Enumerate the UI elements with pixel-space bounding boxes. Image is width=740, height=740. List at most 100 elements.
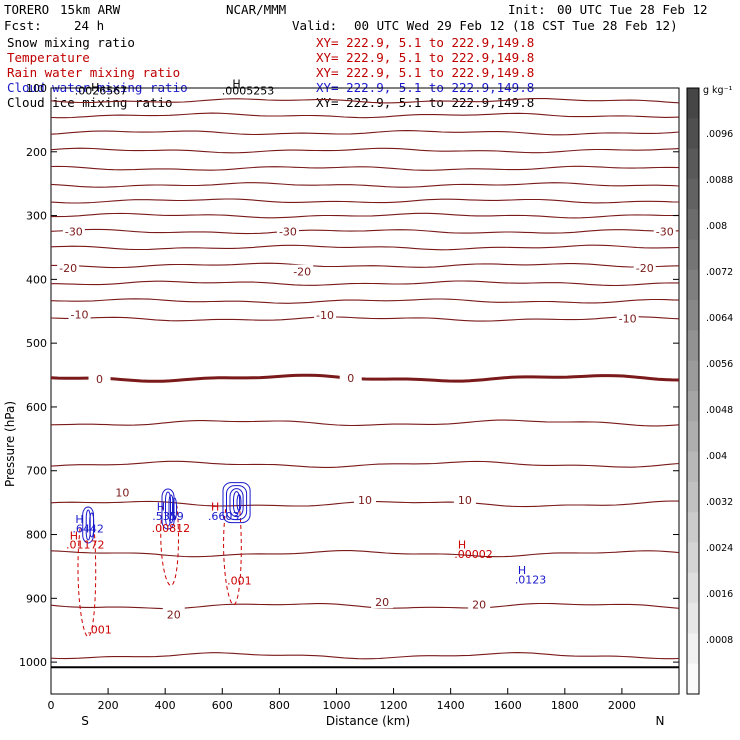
extremum-label: H <box>232 77 240 90</box>
isotherm-label-bg <box>339 371 362 385</box>
isotherm--5 <box>50 316 680 322</box>
x-tick-label: 0 <box>48 699 55 712</box>
rain-plume <box>160 505 179 587</box>
isotherm-label-bg <box>62 224 85 238</box>
colorbar-band <box>687 572 699 604</box>
colorbar-tick-label: .0024 <box>706 543 733 554</box>
y-axis-label: Pressure (hPa) <box>3 401 17 487</box>
field-xy-temperature: XY= 222.9, 5.1 to 222.9,149.8 <box>316 50 534 65</box>
y-tick-label: 600 <box>26 401 47 414</box>
colorbar-unit: g kg⁻¹ <box>703 85 733 96</box>
x-tick-label: 1200 <box>380 699 408 712</box>
cloud-water-contours <box>82 482 251 544</box>
colorbar-band <box>687 421 699 453</box>
extremum-label: .00002 <box>454 548 493 561</box>
x-tick-label: 600 <box>212 699 233 712</box>
isotherm-label-bg <box>453 493 476 507</box>
x-tick-label: 400 <box>155 699 176 712</box>
endpoint-north: N <box>656 714 665 728</box>
model-source: NCAR/MMM <box>226 2 286 17</box>
colorbar-band <box>687 330 699 362</box>
isotherm--25 <box>50 244 680 251</box>
isotherm--55 <box>50 147 680 154</box>
header: TORERO 15km ARW NCAR/MMM Init: 00 UTC Tu… <box>4 2 708 110</box>
extremum-label: .0026567 <box>75 84 128 97</box>
colorbar-tick-label: .0016 <box>706 589 733 600</box>
isotherm-30 <box>50 652 680 660</box>
isotherm-label: -20 <box>59 262 77 275</box>
isotherm-label-bg <box>371 595 394 609</box>
fcst-value: 24 h <box>74 18 104 33</box>
extremum-label: H <box>211 500 219 513</box>
field-xy-rain: XY= 222.9, 5.1 to 222.9,149.8 <box>316 65 534 80</box>
y-tick-label: 400 <box>26 273 47 286</box>
colorbar-tick-label: .0056 <box>706 359 733 370</box>
colorbar-band <box>687 269 699 301</box>
colorbar-tick-label: .004 <box>706 451 727 462</box>
extremum-label: .6603 <box>208 510 240 523</box>
x-tick-label: 2000 <box>608 699 636 712</box>
extremum-label: .0123 <box>515 574 547 587</box>
colorbar-band <box>687 360 699 392</box>
x-tick-label: 1800 <box>551 699 579 712</box>
extremum-label: .00812 <box>152 522 191 535</box>
colorbar-band <box>687 178 699 210</box>
endpoint-south: S <box>81 714 89 728</box>
isotherm-label-bg <box>633 260 656 274</box>
colorbar-band <box>687 603 699 634</box>
isotherm-label: 20 <box>167 608 181 621</box>
isotherm-label: -10 <box>316 309 334 322</box>
isotherm--70 <box>50 97 680 104</box>
isotherm-label: 0 <box>96 373 103 386</box>
colorbar-band <box>687 633 699 665</box>
valid-label: Valid: <box>292 18 337 33</box>
extremum-label: .001 <box>227 574 252 587</box>
isotherm-label: -10 <box>71 308 89 321</box>
rain-plume <box>223 508 242 606</box>
rain-water-contours <box>77 505 242 638</box>
colorbar-tick-label: .0096 <box>706 129 733 140</box>
colorbar-tick-label: .0032 <box>706 497 733 508</box>
model-grid: 15km ARW <box>60 2 121 17</box>
isotherm-label: 20 <box>375 596 389 609</box>
isotherm-label-bg <box>68 307 91 321</box>
isotherm-label-bg <box>111 485 134 499</box>
extremum-label: H <box>75 513 83 526</box>
extremum-label: H <box>458 539 466 552</box>
x-axis-label: Distance (km) <box>326 714 410 728</box>
colorbar-tick-label: .0008 <box>706 635 733 646</box>
colorbar-band <box>687 481 699 513</box>
isotherm-label-bg <box>616 311 639 325</box>
isotherm--30 <box>50 228 680 235</box>
init-value: 00 UTC Tue 28 Feb 12 <box>557 2 708 17</box>
colorbar-band <box>687 88 699 119</box>
cloud-water-contour <box>172 497 177 521</box>
isotherm-label: -20 <box>636 262 654 275</box>
fcst-label: Fcst: <box>4 18 42 33</box>
extremum-label: .5359 <box>152 510 184 523</box>
isotherm-label-bg <box>88 371 111 385</box>
y-tick-label: 100 <box>26 82 47 95</box>
x-tick-label: 1000 <box>322 699 350 712</box>
isotherm-20 <box>50 550 680 558</box>
extremum-label: .01172 <box>66 539 105 552</box>
isotherm-label: -30 <box>65 226 83 239</box>
field-name-snow: Snow mixing ratio <box>7 35 135 50</box>
x-axis: 0 200 400 600 800 1000 1200 1400 1600 1800 2000 <box>48 688 636 712</box>
isotherm-label-bg <box>354 493 376 507</box>
isotherm-label-bg <box>314 308 337 322</box>
colorbar-band <box>687 391 699 422</box>
colorbar-band <box>687 300 699 331</box>
isotherm--20 <box>51 262 680 269</box>
field-name-rain: Rain water mixing ratio <box>7 65 180 80</box>
x-tick-label: 1400 <box>437 699 465 712</box>
cloud-water-contour <box>161 488 175 530</box>
extremum-label: H <box>157 500 165 513</box>
isotherm-label-bg <box>468 597 491 611</box>
isotherm-label-bg <box>653 224 676 238</box>
valid-value: 00 UTC Wed 29 Feb 12 (18 CST Tue 28 Feb … <box>354 18 678 33</box>
isotherm--15 <box>51 280 679 287</box>
colorbar-tick-label: .0048 <box>706 405 733 416</box>
